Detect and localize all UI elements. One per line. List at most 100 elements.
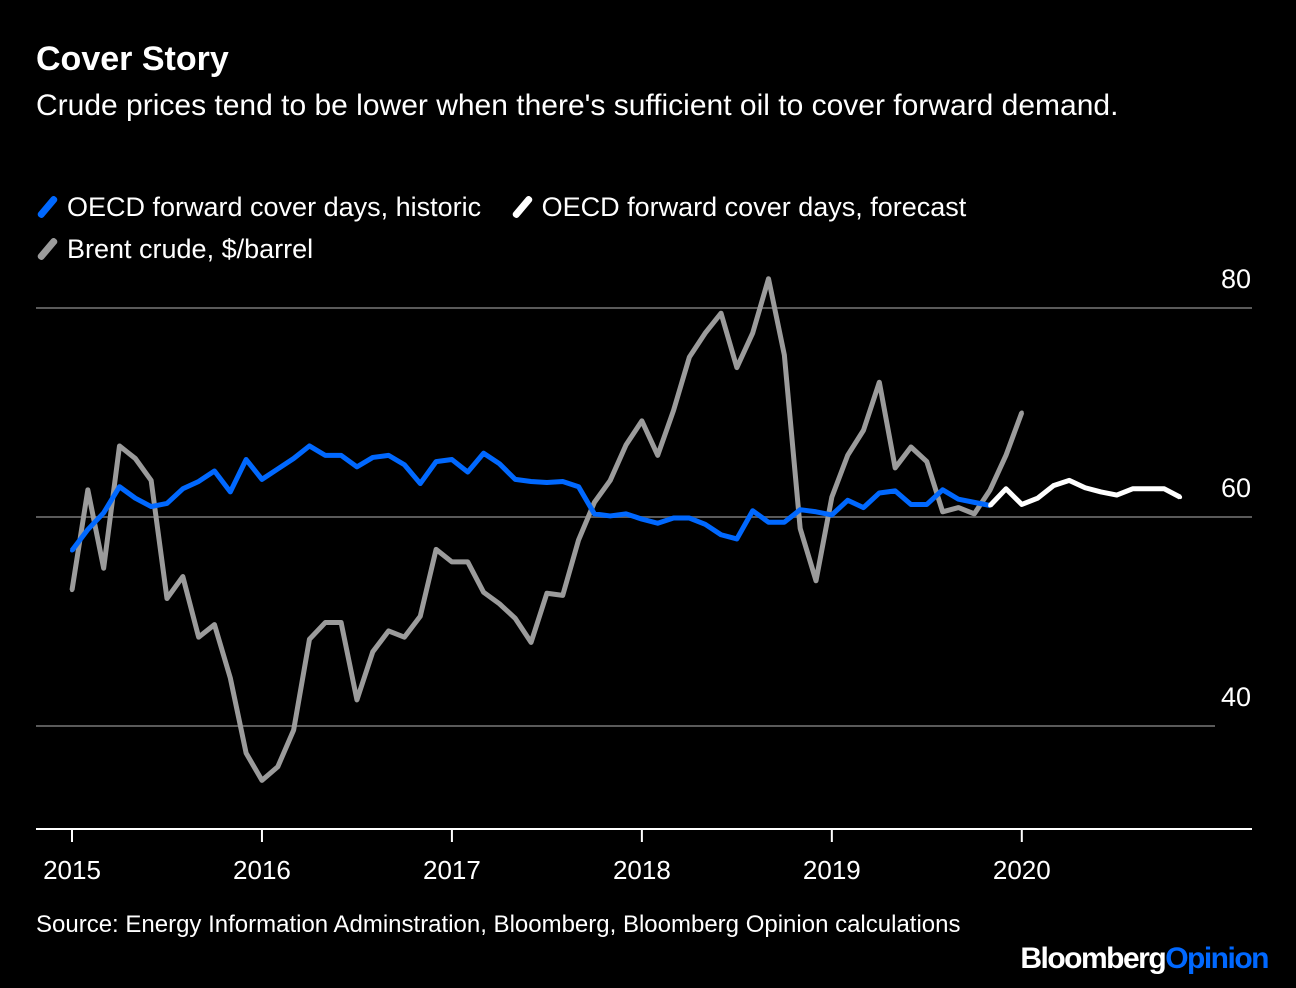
data-point xyxy=(1003,486,1008,491)
data-point xyxy=(1146,486,1151,491)
data-point xyxy=(513,616,518,621)
data-point xyxy=(1162,486,1167,491)
y-tick-label: 40 xyxy=(1221,682,1251,712)
data-point xyxy=(766,520,771,525)
data-point xyxy=(323,453,328,458)
data-point xyxy=(719,311,724,316)
data-point xyxy=(861,505,866,510)
data-point xyxy=(228,489,233,494)
data-point xyxy=(956,505,961,510)
data-point xyxy=(85,527,90,532)
data-point xyxy=(988,503,993,508)
data-point xyxy=(972,500,977,505)
data-point xyxy=(354,464,359,469)
data-point xyxy=(513,477,518,482)
data-point xyxy=(497,461,502,466)
data-point xyxy=(798,526,803,531)
data-point xyxy=(117,443,122,448)
data-point xyxy=(370,649,375,654)
data-point xyxy=(624,511,629,516)
data-point xyxy=(940,509,945,514)
data-point xyxy=(1019,410,1024,415)
data-point xyxy=(70,548,74,553)
data-point xyxy=(101,510,106,515)
data-point xyxy=(196,635,201,640)
data-point xyxy=(291,728,296,733)
data-point xyxy=(449,457,454,462)
data-point xyxy=(244,457,249,462)
data-point xyxy=(291,456,296,461)
data-point xyxy=(1067,478,1072,483)
data-point xyxy=(592,511,597,516)
data-point xyxy=(655,521,660,526)
legend-label: OECD forward cover days, forecast xyxy=(541,192,967,222)
data-point xyxy=(908,502,913,507)
bloomberg-opinion-logo: BloombergOpinion xyxy=(1020,942,1269,975)
data-point xyxy=(434,459,439,464)
data-point xyxy=(703,522,708,527)
x-tick-label: 2019 xyxy=(803,855,861,885)
data-point xyxy=(544,591,549,596)
x-tick-label: 2015 xyxy=(43,855,101,885)
data-point xyxy=(434,547,439,552)
chart-subtitle: Crude prices tend to be lower when there… xyxy=(36,89,1119,122)
source-note: Source: Energy Information Adminstration… xyxy=(36,911,961,938)
data-point xyxy=(465,559,470,564)
data-point xyxy=(180,574,185,579)
data-point xyxy=(988,487,993,492)
data-point xyxy=(829,495,834,500)
data-point xyxy=(149,478,154,483)
data-point xyxy=(323,620,328,625)
data-point xyxy=(608,513,613,518)
legend-item-brent: Brent crude, $/barrel xyxy=(36,230,313,268)
data-point xyxy=(244,751,249,756)
data-point xyxy=(275,764,280,769)
data-point xyxy=(339,620,344,625)
data-point xyxy=(845,453,850,458)
data-point xyxy=(845,498,850,503)
data-point xyxy=(164,596,169,601)
data-point xyxy=(529,640,534,645)
data-point xyxy=(1178,495,1183,500)
data-point xyxy=(180,486,185,491)
data-point xyxy=(639,418,644,423)
data-point xyxy=(608,478,613,483)
data-point xyxy=(1019,502,1024,507)
data-point xyxy=(133,496,138,501)
data-point xyxy=(877,380,882,385)
data-point xyxy=(259,778,264,783)
data-point xyxy=(750,331,755,336)
data-point xyxy=(386,628,391,633)
data-point xyxy=(782,353,787,358)
x-tick-label: 2016 xyxy=(233,855,291,885)
data-point xyxy=(624,442,629,447)
data-point xyxy=(354,697,359,702)
data-point xyxy=(339,453,344,458)
series-line-1 xyxy=(988,477,1182,508)
data-point xyxy=(576,484,581,489)
data-point xyxy=(814,509,819,514)
data-point xyxy=(766,276,771,281)
chart-title: Cover Story xyxy=(36,40,229,78)
data-point xyxy=(639,517,644,522)
data-point xyxy=(149,504,154,509)
data-point xyxy=(956,497,961,502)
data-point xyxy=(908,444,913,449)
data-point xyxy=(1098,489,1103,494)
x-tick-label: 2018 xyxy=(613,855,671,885)
x-tick-label: 2017 xyxy=(423,855,481,885)
data-point xyxy=(228,675,233,680)
data-point xyxy=(1051,483,1056,488)
data-point xyxy=(655,453,660,458)
data-point xyxy=(924,459,929,464)
x-tick-label: 2020 xyxy=(993,855,1051,885)
data-point xyxy=(402,635,407,640)
data-point xyxy=(544,480,549,485)
data-point xyxy=(750,508,755,513)
data-point xyxy=(719,532,724,537)
data-point xyxy=(734,536,739,541)
data-point xyxy=(703,331,708,336)
data-point xyxy=(592,500,597,505)
data-point xyxy=(829,512,834,517)
